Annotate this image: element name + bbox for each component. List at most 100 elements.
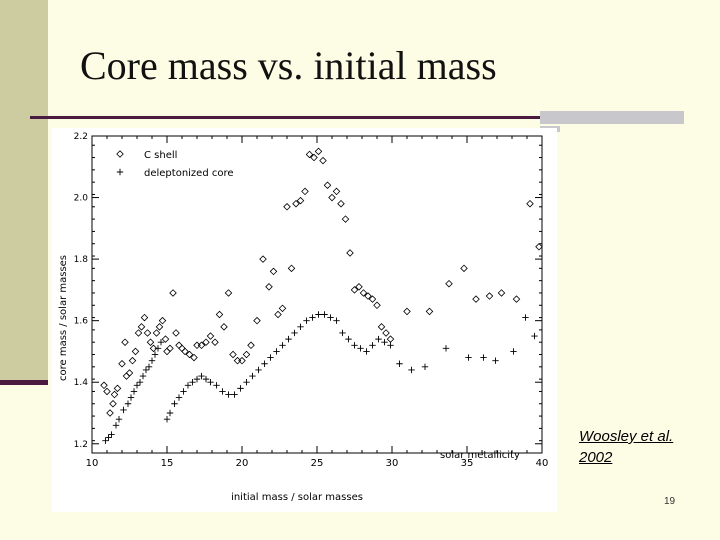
c-shell-point <box>332 187 341 196</box>
c-shell-point <box>169 289 177 297</box>
c-shell-point <box>152 329 161 337</box>
legend-marker-c-shell <box>116 150 124 158</box>
deleptonized-core-point <box>480 354 487 361</box>
x-tick-label: 35 <box>461 458 474 469</box>
deleptonized-core-point <box>157 339 165 346</box>
x-tick-label: 30 <box>386 458 399 469</box>
c-shell-point <box>247 341 255 350</box>
x-tick-label: 40 <box>536 458 549 469</box>
c-shell-point <box>460 264 468 273</box>
axis-ticks: 10 15 20 25 30 35 40 1.2 1.4 1.6 1.8 2.0 2.2 <box>74 132 549 469</box>
deleptonized-core-point <box>180 388 187 395</box>
title-underline <box>30 116 540 119</box>
c-shell-point <box>355 283 363 291</box>
deleptonized-core-point <box>102 437 109 444</box>
deleptonized-core-point <box>145 363 153 371</box>
c-shell-point <box>229 350 237 359</box>
deleptonized-core-point <box>421 363 429 371</box>
c-shell-point <box>131 347 140 356</box>
c-shell-point <box>314 147 323 156</box>
deleptonized-core-point <box>387 342 394 349</box>
plot-frame <box>91 135 543 454</box>
c-shell-point <box>382 329 390 337</box>
title-underline-grey-bar <box>540 111 684 124</box>
c-shell-point <box>149 344 158 353</box>
scatter-chart: 10 15 20 25 30 35 40 1.2 1.4 1.6 1.8 2.0 2.2 initial… <box>58 132 549 503</box>
deleptonized-core-point <box>175 394 183 401</box>
deleptonized-core-point <box>267 354 274 361</box>
deleptonized-core-point <box>327 314 334 321</box>
left-accent-band <box>0 0 48 385</box>
deleptonized-core-point <box>112 422 120 429</box>
deleptonized-core-point <box>321 311 328 318</box>
deleptonized-core-point <box>142 366 150 374</box>
c-shell-point <box>140 313 149 322</box>
deleptonized-core-point <box>171 400 178 407</box>
c-shell-point <box>238 356 246 365</box>
deleptonized-core-point <box>151 351 159 358</box>
deleptonized-core-point <box>285 335 292 343</box>
citation-year: 2002 <box>579 449 613 466</box>
c-shell-point <box>155 323 164 331</box>
page-number: 19 <box>664 496 676 507</box>
c-shell-point <box>143 329 152 337</box>
deleptonized-core-point <box>133 382 141 389</box>
c-shell-point <box>368 295 377 303</box>
c-shell-point <box>512 295 521 303</box>
deleptonized-core-point <box>381 339 388 346</box>
c-shell-point <box>185 350 194 359</box>
deleptonized-core-point <box>261 360 268 367</box>
deleptonized-core-point <box>396 360 403 367</box>
c-shell-point <box>265 283 273 291</box>
deleptonized-core-point <box>124 400 132 407</box>
c-shell-point <box>269 267 278 276</box>
c-shell-point <box>253 316 261 325</box>
deleptonized-core-point <box>442 345 450 352</box>
c-shell-point <box>172 329 180 337</box>
c-shell-point <box>485 292 494 300</box>
c-shell-point <box>106 409 114 417</box>
c-shell-point <box>220 323 228 331</box>
c-shell-point <box>146 338 155 346</box>
c-shell-point <box>128 356 137 365</box>
y-tick-label: 1.6 <box>74 317 89 327</box>
c-shell-point <box>181 347 189 356</box>
deleptonized-core-point <box>345 335 352 343</box>
left-accent-band-edge <box>0 380 48 385</box>
deleptonized-core-point <box>291 329 298 337</box>
c-shell-point <box>364 292 372 300</box>
c-shell-point <box>287 264 296 273</box>
c-shell-point <box>259 255 267 263</box>
c-shell-point <box>193 341 201 350</box>
deleptonized-core-point <box>510 348 517 355</box>
axis-labels: initial mass / solar masses core mass / … <box>58 150 520 503</box>
y-tick-label: 1.8 <box>74 255 89 265</box>
c-shell-point <box>206 332 215 340</box>
deleptonized-core-point <box>243 379 250 386</box>
y-tick-label: 1.2 <box>74 440 88 450</box>
deleptonized-core-point <box>120 406 127 414</box>
c-shell-point <box>341 215 350 223</box>
deleptonized-core-point <box>225 391 232 398</box>
plot-panel: 10 15 20 25 30 35 40 1.2 1.4 1.6 1.8 2.0 2.2 initial… <box>52 128 557 512</box>
deleptonized-core-point <box>207 379 214 386</box>
deleptonized-core-point <box>219 388 226 395</box>
data-points <box>100 147 543 444</box>
c-shell-point <box>346 249 354 257</box>
c-shell-point <box>100 381 108 390</box>
c-shell-point <box>163 347 171 356</box>
deleptonized-core-point <box>115 415 123 423</box>
c-shell-point <box>310 153 318 162</box>
c-shell-point <box>274 310 282 319</box>
c-shell-point <box>425 307 434 316</box>
deleptonized-core-point <box>522 314 529 321</box>
slide-title: Core mass vs. initial mass <box>80 43 497 88</box>
c-shell-point <box>337 199 345 208</box>
c-shell-point <box>278 304 287 313</box>
deleptonized-core-point <box>105 434 112 441</box>
y-tick-label: 2.2 <box>74 132 88 142</box>
deleptonized-core-point <box>163 415 171 423</box>
deleptonized-core-point <box>351 342 358 349</box>
x-tick-label: 15 <box>161 458 174 469</box>
c-shell-point <box>283 203 291 211</box>
